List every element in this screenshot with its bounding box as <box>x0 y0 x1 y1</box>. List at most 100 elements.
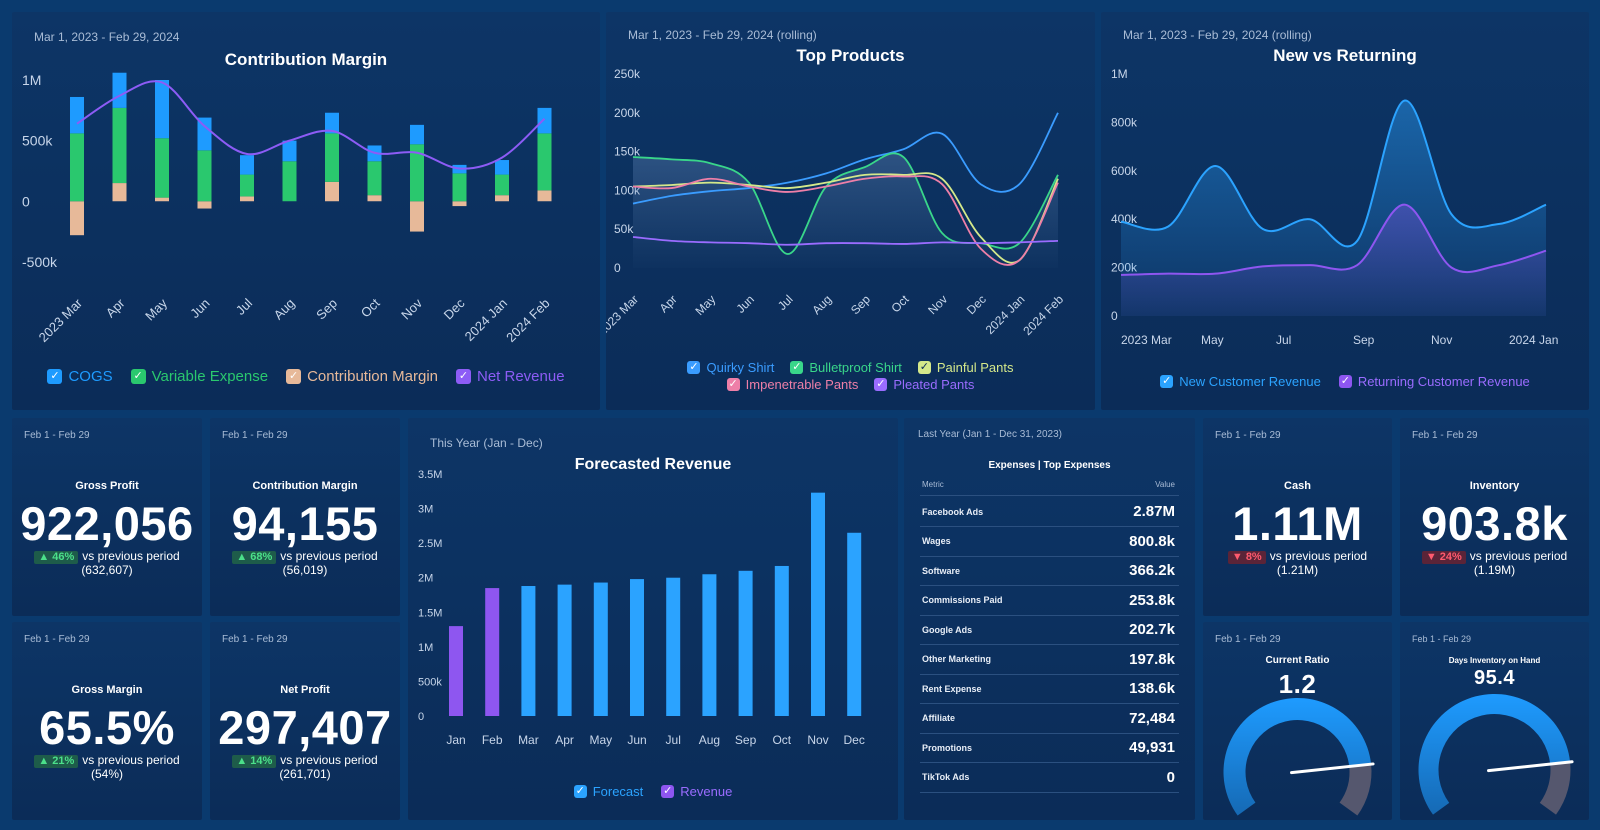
expense-value: 253.8k <box>1129 591 1175 609</box>
kpi-change: ▲ 14% vs previous period (261,701) <box>210 754 400 781</box>
legend-item-bulletproof-shirt[interactable]: ✓ Bulletproof Shirt <box>790 360 902 375</box>
bar-contribution-margin <box>240 196 254 202</box>
y-tick-label: 1M <box>1111 67 1128 81</box>
checkbox-icon[interactable]: ✓ <box>1160 375 1174 388</box>
kpi-cash: Feb 1 - Feb 29 Cash 1.11M ▼ 8% vs previou… <box>1203 418 1392 616</box>
gauge-needle <box>1290 762 1375 775</box>
x-tick-label: Nov <box>807 733 828 747</box>
legend-label: Variable Expense <box>151 368 269 385</box>
x-tick-label: Nov <box>925 292 950 317</box>
kpi-net-profit: Feb 1 - Feb 29 Net Profit 297,407 ▲ 14% v… <box>210 622 400 820</box>
line-returning-customer-revenue <box>1120 203 1547 276</box>
checkbox-icon[interactable]: ✓ <box>47 369 63 384</box>
panel-date: Last Year (Jan 1 - Dec 31, 2023) <box>918 429 1062 440</box>
bar-forecast <box>702 574 717 716</box>
x-tick-label: May <box>1201 333 1224 347</box>
checkbox-icon[interactable]: ✓ <box>874 378 888 391</box>
previous-value: (1.21M) <box>1276 563 1319 577</box>
bar-contribution-margin <box>155 197 169 202</box>
change-text: vs previous period <box>280 753 378 767</box>
kpi-change: ▲ 46% vs previous period (632,607) <box>12 550 202 577</box>
bar-forecast <box>557 584 572 716</box>
x-tick-label: 2024 Jan <box>462 296 510 344</box>
legend-item-variable-expense[interactable]: ✓ Variable Expense <box>130 368 269 385</box>
x-tick-label: Jun <box>627 733 646 747</box>
column-header-value: Value <box>1155 480 1175 489</box>
bar-forecast <box>774 565 789 716</box>
checkbox-icon[interactable]: ✓ <box>726 378 740 391</box>
bar-forecast <box>738 570 753 716</box>
bar-cogs <box>495 160 509 175</box>
legend-item-painful-pants[interactable]: ✓ Painful Pants <box>917 360 1014 375</box>
table-header: Metric Value <box>920 480 1179 496</box>
kpi-date: Feb 1 - Feb 29 <box>24 634 90 645</box>
x-tick-label: 2023 Mar <box>36 295 86 345</box>
bar-cogs <box>70 96 84 134</box>
legend-item-quirky-shirt[interactable]: ✓ Quirky Shirt <box>687 360 774 375</box>
expenses-panel: Last Year (Jan 1 - Dec 31, 2023) Expense… <box>904 418 1195 820</box>
legend-item-pleated-pants[interactable]: ✓ Pleated Pants <box>874 377 974 392</box>
legend-label: Revenue <box>680 784 733 799</box>
table-title: Expenses | Top Expenses <box>988 460 1111 471</box>
checkbox-icon[interactable]: ✓ <box>661 785 675 798</box>
expense-value: 197.8k <box>1129 650 1175 668</box>
kpi-change: ▼ 8% vs previous period (1.21M) <box>1203 550 1392 577</box>
checkbox-icon[interactable]: ✓ <box>456 369 471 384</box>
x-tick-label: Apr <box>555 733 574 747</box>
x-tick-label: Oct <box>772 733 791 747</box>
legend-item-returning-customer-revenue[interactable]: ✓ Returning Customer Revenue <box>1338 374 1530 389</box>
kpi-label: Cash <box>1284 480 1311 492</box>
bar-variable-expense <box>325 133 339 182</box>
x-tick-label: Oct <box>888 292 912 316</box>
change-badge: ▲ 14% <box>232 755 277 768</box>
kpi-date: Feb 1 - Feb 29 <box>1412 634 1472 644</box>
change-text: vs previous period <box>82 753 180 767</box>
legend-item-cogs[interactable]: ✓ COGS <box>47 368 113 385</box>
legend-item-new-customer-revenue[interactable]: ✓ New Customer Revenue <box>1160 374 1321 389</box>
table-row: Other Marketing 197.8k <box>920 645 1179 675</box>
area-returning-customer-revenue <box>1121 204 1546 316</box>
kpi-label: Gross Margin <box>71 684 143 696</box>
x-tick-label: Sep <box>848 292 873 317</box>
bar-variable-expense <box>495 174 509 196</box>
expense-name: Wages <box>922 536 951 546</box>
bar-forecast <box>666 577 681 716</box>
checkbox-icon[interactable]: ✓ <box>130 369 146 384</box>
x-tick-label: Nov <box>1431 333 1452 347</box>
bar-variable-expense <box>537 133 552 191</box>
kpi-value: 1.2 <box>1278 669 1317 699</box>
legend-item-revenue[interactable]: ✓ Revenue <box>661 784 732 799</box>
legend-label: Net Revenue <box>477 368 565 385</box>
checkbox-icon[interactable]: ✓ <box>917 361 931 374</box>
table-row: Facebook Ads 2.87M <box>920 497 1179 527</box>
checkbox-icon[interactable]: ✓ <box>1338 375 1352 388</box>
panel-title: Forecasted Revenue <box>574 456 732 473</box>
x-tick-label: Jul <box>1276 333 1291 347</box>
legend-item-net-revenue[interactable]: ✓ Net Revenue <box>456 368 565 385</box>
change-badge: ▲ 68% <box>232 551 277 564</box>
bar-forecast <box>811 492 825 716</box>
y-tick-label: 600k <box>1111 164 1138 178</box>
previous-value: (261,701) <box>279 767 331 781</box>
x-tick-label: Dec <box>964 292 989 317</box>
legend-label: Painful Pants <box>936 360 1014 375</box>
legend-label: Returning Customer Revenue <box>1357 374 1530 389</box>
kpi-date: Feb 1 - Feb 29 <box>222 634 288 645</box>
checkbox-icon[interactable]: ✓ <box>573 785 587 798</box>
kpi-change: ▼ 24% vs previous period (1.19M) <box>1400 550 1589 577</box>
legend-item-contribution-margin[interactable]: ✓ Contribution Margin <box>286 368 438 385</box>
legend-label: COGS <box>68 368 113 385</box>
kpi-value: 1.11M <box>1232 497 1363 550</box>
bar-variable-expense <box>367 161 382 196</box>
checkbox-icon[interactable]: ✓ <box>687 361 701 374</box>
checkbox-icon[interactable]: ✓ <box>790 361 804 374</box>
x-tick-label: Jun <box>733 292 757 316</box>
legend-item-forecast[interactable]: ✓ Forecast <box>573 784 643 799</box>
legend-item-impenetrable-pants[interactable]: ✓ Impenetrable Pants <box>726 377 858 392</box>
kpi-contribution-margin: Feb 1 - Feb 29 Contribution Margin 94,15… <box>210 418 400 616</box>
panel-title: Contribution Margin <box>224 50 388 69</box>
x-tick-label: Jan <box>446 733 465 747</box>
table-row: Wages 800.8k <box>920 527 1179 557</box>
bar-cogs <box>112 72 127 108</box>
checkbox-icon[interactable]: ✓ <box>286 369 302 384</box>
